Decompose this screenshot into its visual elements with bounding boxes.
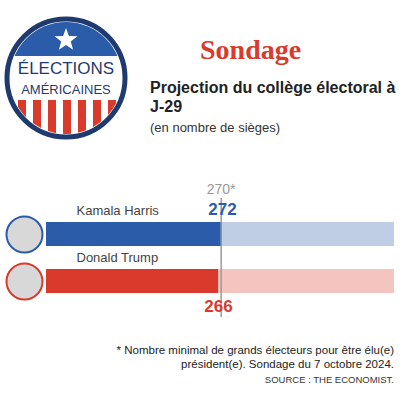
html-text:SOURCE : THE ECONOMIST.: SOURCE : THE ECONOMIST. <box>264 374 394 385</box>
html-text:(en nombre de sièges): (en nombre de sièges) <box>150 120 281 135</box>
html-text:Sondage: Sondage <box>200 34 302 65</box>
svg-text:AMÉRICAINES: AMÉRICAINES <box>21 82 111 97</box>
svg-text:ÉLECTIONS: ÉLECTIONS <box>18 59 114 78</box>
html-text:Projection du collège électora: Projection du collège électoral à J-29 <box>150 79 396 115</box>
svg-text:Kamala Harris: Kamala Harris <box>77 203 160 218</box>
svg-text:266: 266 <box>204 297 232 316</box>
svg-text:272: 272 <box>208 200 236 219</box>
html-text:* Nombre minimal de grands éle: * Nombre minimal de grands électeurs pou… <box>116 344 394 370</box>
svg-text:270*: 270* <box>207 181 236 197</box>
svg-text:Donald Trump: Donald Trump <box>77 250 159 265</box>
